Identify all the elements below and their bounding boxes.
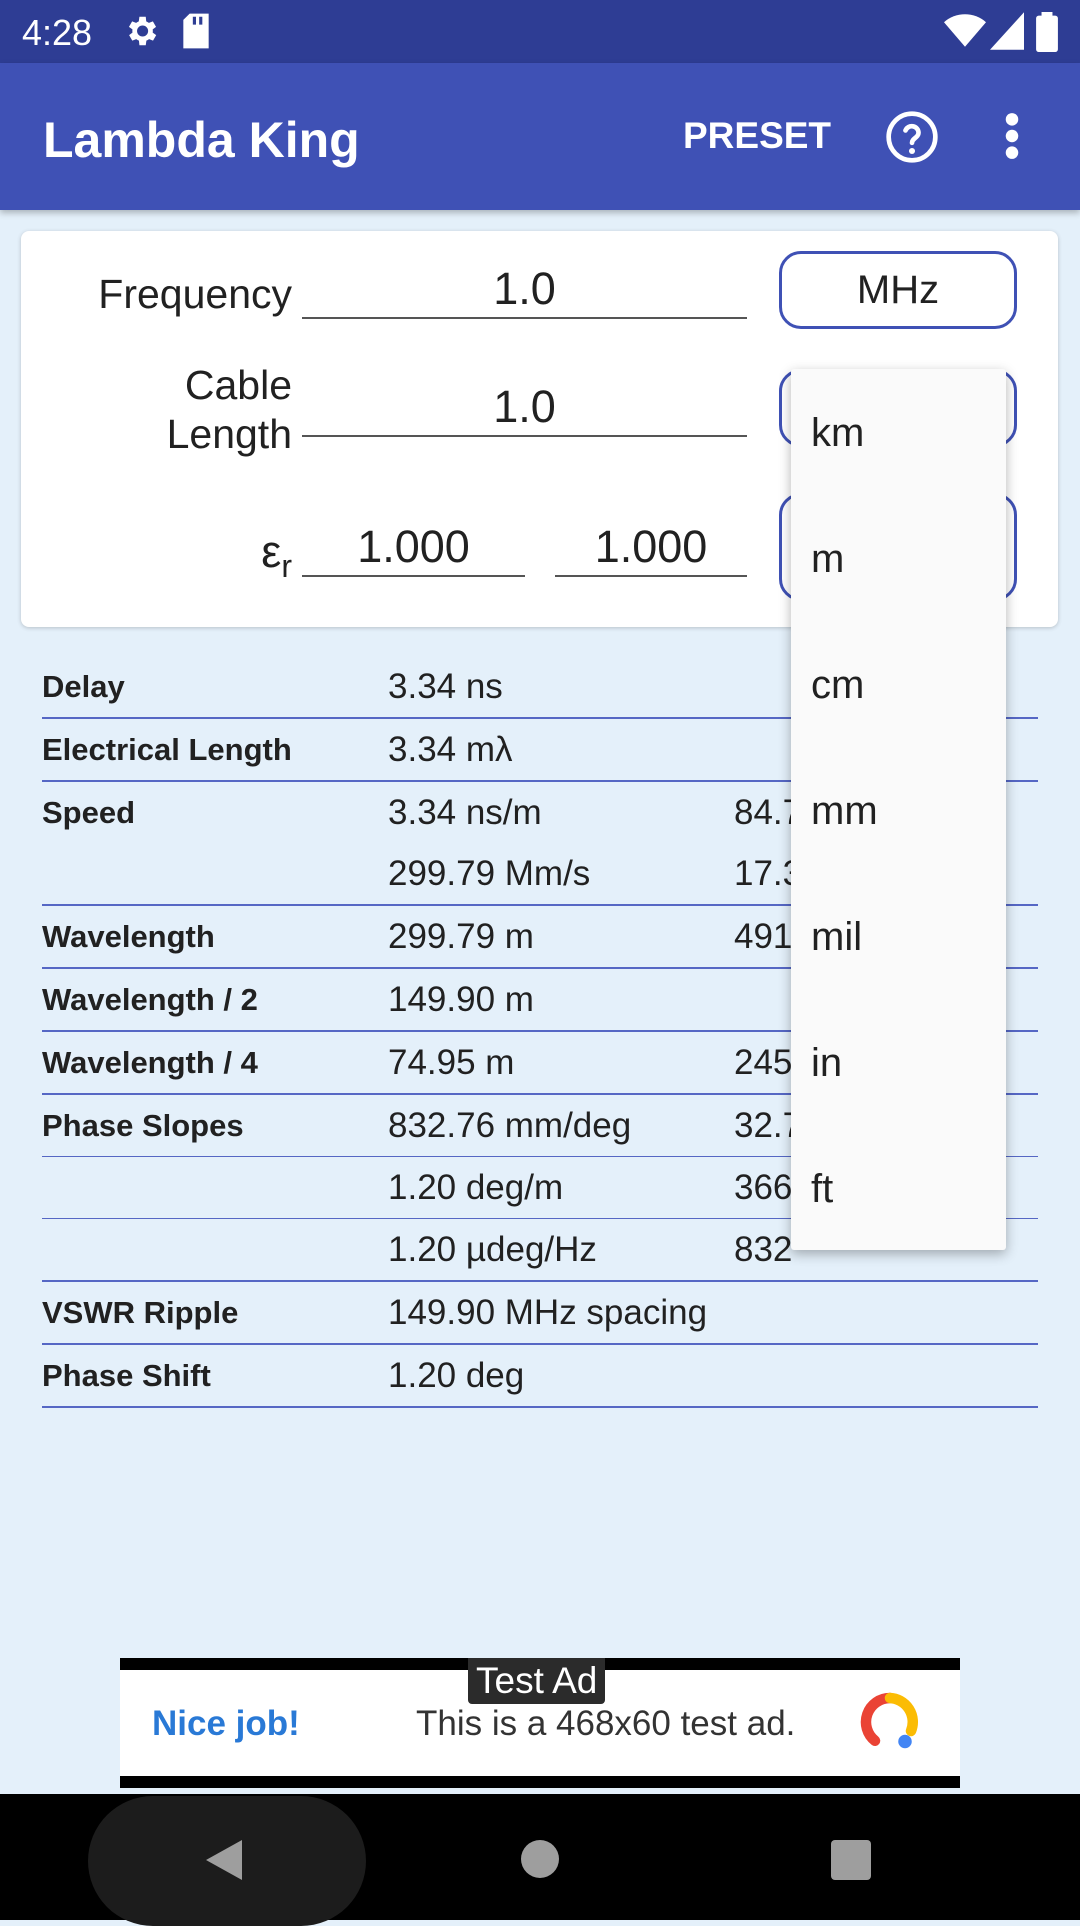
wavelength-half-label: Wavelength / 2 (42, 982, 258, 1017)
results-table: Delay 3.34 ns Electrical Length 3.34 mλ … (42, 656, 1038, 1408)
epsilon-r-label: εr (261, 526, 292, 585)
delay-label: Delay (42, 669, 125, 704)
sd-card-icon (180, 12, 212, 55)
electrical-length-value: 3.34 mλ (388, 730, 513, 769)
cable-length-label: Cable Length (167, 361, 292, 459)
result-row-wavelength: Wavelength 299.79 m 491 (42, 906, 1038, 969)
home-icon[interactable] (521, 1840, 559, 1883)
navigation-bar (0, 1794, 1080, 1926)
phase-shift-label: Phase Shift (42, 1358, 211, 1393)
electrical-length-label: Electrical Length (42, 732, 292, 767)
phase-slope-value-1b: 32.7 (734, 1106, 803, 1145)
vswr-ripple-label: VSWR Ripple (42, 1295, 239, 1330)
cell-signal-icon (990, 12, 1024, 55)
dropdown-option-m[interactable]: m (811, 537, 845, 581)
recents-icon[interactable] (831, 1840, 871, 1885)
result-row-wavelength-half: Wavelength / 2 149.90 m (42, 969, 1038, 1032)
more-options-icon[interactable] (1002, 111, 1022, 166)
frequency-label: Frequency (98, 271, 292, 317)
wavelength-quarter-label: Wavelength / 4 (42, 1045, 258, 1080)
phase-slope-value-2: 1.20 deg/m (388, 1168, 564, 1207)
ad-body-text[interactable]: This is a 468x60 test ad. (416, 1704, 796, 1743)
ad-badge: Test Ad (468, 1658, 606, 1704)
dropdown-option-cm[interactable]: cm (811, 663, 865, 707)
result-row-electrical-length: Electrical Length 3.34 mλ (42, 719, 1038, 782)
length-unit-dropdown: km m cm mm mil in ft (791, 369, 1006, 1250)
help-icon[interactable] (884, 109, 940, 170)
phase-slope-value-3b: 832 (734, 1230, 793, 1269)
battery-icon (1036, 12, 1058, 57)
result-row-phase-slopes: Phase Slopes 832.76 mm/deg 32.7 1.20 deg… (42, 1095, 1038, 1282)
status-bar: 4:28 (0, 0, 1080, 63)
delay-value: 3.34 ns (388, 667, 503, 706)
wavelength-label: Wavelength (42, 919, 215, 954)
result-row-phase-shift: Phase Shift 1.20 deg (42, 1345, 1038, 1408)
dropdown-option-ft[interactable]: ft (811, 1167, 834, 1211)
ad-headline[interactable]: Nice job! (152, 1704, 300, 1743)
wavelength-quarter-value: 74.95 m (388, 1043, 515, 1082)
status-time: 4:28 (22, 12, 93, 53)
speed-value-1: 3.34 ns/m (388, 793, 542, 832)
result-row-wavelength-quarter: Wavelength / 4 74.95 m 245 (42, 1032, 1038, 1095)
cable-length-label-line2: Length (166, 411, 292, 457)
cable-length-input[interactable]: 1.0 (302, 379, 747, 437)
cable-length-label-line1: Cable (184, 362, 292, 408)
phase-slope-value-2b: 366 (734, 1168, 793, 1207)
result-row-delay: Delay 3.34 ns (42, 656, 1038, 719)
result-row-speed: Speed 3.34 ns/m 84.7 299.79 Mm/s 17.3 (42, 782, 1038, 906)
dropdown-option-mil[interactable]: mil (811, 915, 863, 959)
wavelength-half-value: 149.90 m (388, 980, 534, 1019)
preset-button[interactable]: PRESET (683, 115, 832, 156)
phase-slope-value-3: 1.20 µdeg/Hz (388, 1230, 597, 1269)
frequency-input[interactable]: 1.0 (302, 261, 747, 319)
wavelength-value: 299.79 m (388, 917, 534, 956)
speed-value-1b: 84.7 (734, 793, 803, 832)
dropdown-option-in[interactable]: in (811, 1041, 843, 1085)
ad-banner[interactable]: Test Ad Nice job! This is a 468x60 test … (120, 1658, 960, 1788)
wavelength-value-b: 491 (734, 917, 793, 956)
back-icon[interactable] (204, 1838, 244, 1887)
phase-shift-value: 1.20 deg (388, 1356, 525, 1395)
epsilon-r-input-2[interactable]: 1.000 (555, 519, 747, 577)
speed-value-2b: 17.3 (734, 854, 803, 893)
epsilon-symbol: ε (261, 526, 282, 577)
settings-icon (122, 12, 160, 55)
epsilon-subscript: r (281, 548, 292, 584)
result-row-vswr-ripple: VSWR Ripple 149.90 MHz spacing (42, 1282, 1038, 1345)
app-bar: Lambda King PRESET (0, 63, 1080, 210)
speed-value-2: 299.79 Mm/s (388, 854, 591, 893)
dropdown-option-km[interactable]: km (811, 411, 865, 455)
dropdown-option-mm[interactable]: mm (811, 789, 878, 833)
ad-logo-icon (860, 1692, 920, 1757)
phase-slopes-label: Phase Slopes (42, 1108, 244, 1143)
app-title: Lambda King (43, 112, 360, 168)
wavelength-quarter-value-b: 245 (734, 1043, 793, 1082)
frequency-unit-button[interactable]: MHz (779, 251, 1017, 329)
vswr-ripple-value: 149.90 MHz spacing (388, 1293, 708, 1332)
phase-slope-value-1: 832.76 mm/deg (388, 1106, 632, 1145)
epsilon-r-input-1[interactable]: 1.000 (302, 519, 525, 577)
speed-label: Speed (42, 795, 136, 830)
wifi-icon (944, 12, 986, 55)
